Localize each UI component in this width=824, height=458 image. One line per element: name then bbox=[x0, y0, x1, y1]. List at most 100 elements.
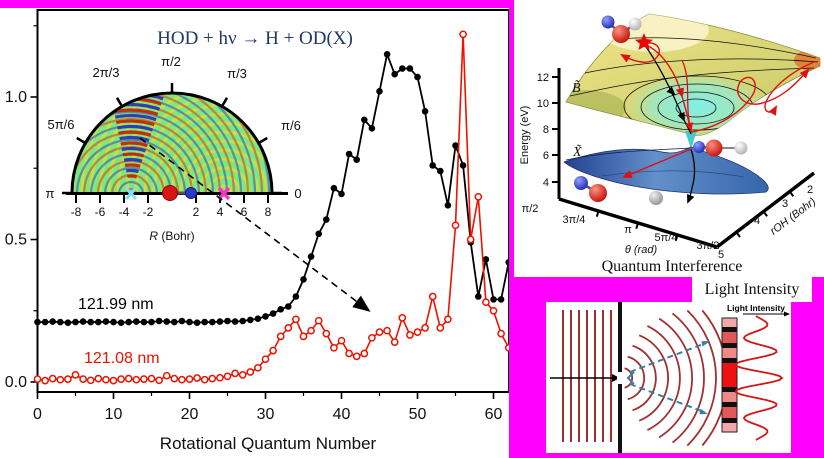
series-black-marker bbox=[497, 296, 505, 303]
x-tick-label: 20 bbox=[181, 406, 199, 423]
main-chart-panel: -8 -6 -4 -2 2 4 6 8 π/2 π/3 2π/3 π/6 5π/6 π 0 R (Bohr) 0… bbox=[0, 8, 509, 458]
series-black-marker bbox=[277, 306, 285, 313]
series-black-marker bbox=[437, 167, 444, 175]
intensity-fringe bbox=[722, 387, 737, 392]
series-black-marker bbox=[247, 316, 254, 324]
series-black-marker bbox=[216, 318, 224, 325]
series-black-marker bbox=[133, 318, 140, 325]
intensity-fringe bbox=[722, 392, 737, 402]
series-red-marker bbox=[428, 292, 437, 301]
surface-shade bbox=[566, 90, 626, 126]
series-black-marker bbox=[57, 318, 64, 326]
series-red-marker bbox=[238, 371, 247, 379]
series-red-marker bbox=[86, 376, 95, 385]
series-black-marker bbox=[345, 150, 353, 158]
series-red-marker bbox=[56, 375, 65, 384]
theta-tick-label: 3π/2 bbox=[697, 240, 720, 252]
series-black-marker bbox=[155, 317, 163, 325]
inset-r-tick-label: -4 bbox=[119, 205, 130, 219]
molecule-right bbox=[693, 139, 748, 157]
series-black-marker bbox=[444, 202, 452, 209]
theta-tick bbox=[674, 234, 679, 241]
energy-axis-label: Energy (eV) bbox=[519, 106, 531, 165]
series-red-marker bbox=[162, 371, 171, 380]
series-black-marker bbox=[231, 318, 239, 325]
series-red-marker bbox=[337, 336, 346, 345]
series-red-marker bbox=[231, 369, 239, 378]
intensity-wave bbox=[734, 315, 784, 441]
series-black-marker bbox=[171, 318, 178, 326]
fringe-ring-yellow bbox=[143, 112, 271, 193]
circle-shape bbox=[110, 163, 162, 193]
series-red-marker bbox=[185, 375, 194, 383]
series-black-marker bbox=[102, 318, 110, 325]
x-tick-label: 0 bbox=[33, 406, 42, 423]
series-red-marker bbox=[299, 332, 308, 341]
circular-wavefront bbox=[671, 312, 705, 444]
inset-r-tick-label: 2 bbox=[193, 205, 200, 219]
series-red-marker bbox=[246, 368, 255, 376]
energy-ticks: 12 10 8 6 4 bbox=[537, 72, 559, 189]
series-black-marker bbox=[505, 259, 509, 266]
series-black-marker bbox=[110, 318, 117, 326]
line-shape bbox=[124, 186, 138, 201]
series-black-marker bbox=[338, 190, 345, 198]
series-black-marker bbox=[72, 318, 79, 326]
potential-surface-panel: 12 10 8 6 4 π/2 3π/4 π 5π/4 3π/2 5 4 3 2 Energy (eV… bbox=[514, 0, 824, 277]
series-black-marker bbox=[361, 116, 368, 124]
series-black-marker bbox=[79, 318, 87, 325]
roh-tick bbox=[762, 210, 768, 217]
inset-r-tick-label: -8 bbox=[71, 205, 82, 219]
intensity-bar-border bbox=[721, 317, 738, 433]
inset-r-tick-label: 4 bbox=[217, 205, 224, 219]
series-red-marker bbox=[132, 375, 141, 384]
ray-down-arrowhead bbox=[699, 408, 708, 415]
theta-tick-label: 3π/4 bbox=[563, 214, 586, 226]
intensity-fringe bbox=[722, 343, 737, 348]
conical-intersection bbox=[685, 131, 697, 149]
series-black-marker bbox=[41, 318, 49, 326]
series-red-marker bbox=[482, 298, 490, 307]
series-red-marker bbox=[269, 346, 277, 355]
roh-tick-label: 2 bbox=[807, 184, 813, 196]
series-red-marker bbox=[383, 326, 391, 335]
series-black-marker bbox=[285, 303, 292, 310]
y-tick-label: 0.5 bbox=[5, 232, 27, 249]
series-black-marker bbox=[87, 318, 94, 326]
series-black-marker bbox=[406, 65, 414, 72]
x-axis-title: Rotational Quantum Number bbox=[159, 434, 377, 453]
series-red-marker bbox=[71, 371, 80, 379]
series-red-marker bbox=[436, 324, 445, 332]
inset-angle-label: π bbox=[46, 186, 55, 201]
series-black-marker bbox=[490, 296, 497, 303]
inset-r-tick-label: -2 bbox=[143, 205, 154, 219]
fringe-ring-redblue bbox=[73, 117, 208, 193]
series-red-marker bbox=[451, 221, 460, 230]
circle-shape bbox=[110, 108, 164, 193]
circle-shape bbox=[110, 119, 164, 193]
series-red-marker bbox=[292, 315, 300, 324]
theta-tick-label: π/2 bbox=[522, 203, 539, 215]
circular-wavefront bbox=[658, 317, 693, 439]
series-red-marker bbox=[147, 374, 156, 383]
intensity-fringe bbox=[722, 423, 737, 432]
y-tick-label: 1.0 bbox=[5, 89, 27, 106]
legend-label-12108nm: 121.08 nm bbox=[84, 350, 160, 367]
x-tick-label: 40 bbox=[333, 406, 351, 423]
intensity-fringe bbox=[722, 358, 737, 363]
series-red-marker bbox=[413, 328, 422, 336]
circle-shape bbox=[110, 124, 164, 193]
series-black-marker bbox=[186, 318, 193, 326]
series-black-marker bbox=[178, 317, 186, 325]
series-black-marker bbox=[163, 318, 170, 325]
slit-gap bbox=[617, 372, 623, 384]
magenta-x-marker bbox=[217, 186, 231, 201]
circle-shape bbox=[110, 130, 164, 193]
diffraction-svg bbox=[550, 302, 790, 453]
theta-tick bbox=[635, 222, 639, 229]
series-red-marker bbox=[504, 343, 509, 352]
x-state-label: X̃ bbox=[572, 144, 582, 160]
series-black-marker bbox=[224, 317, 231, 325]
series-black-marker bbox=[391, 70, 399, 78]
